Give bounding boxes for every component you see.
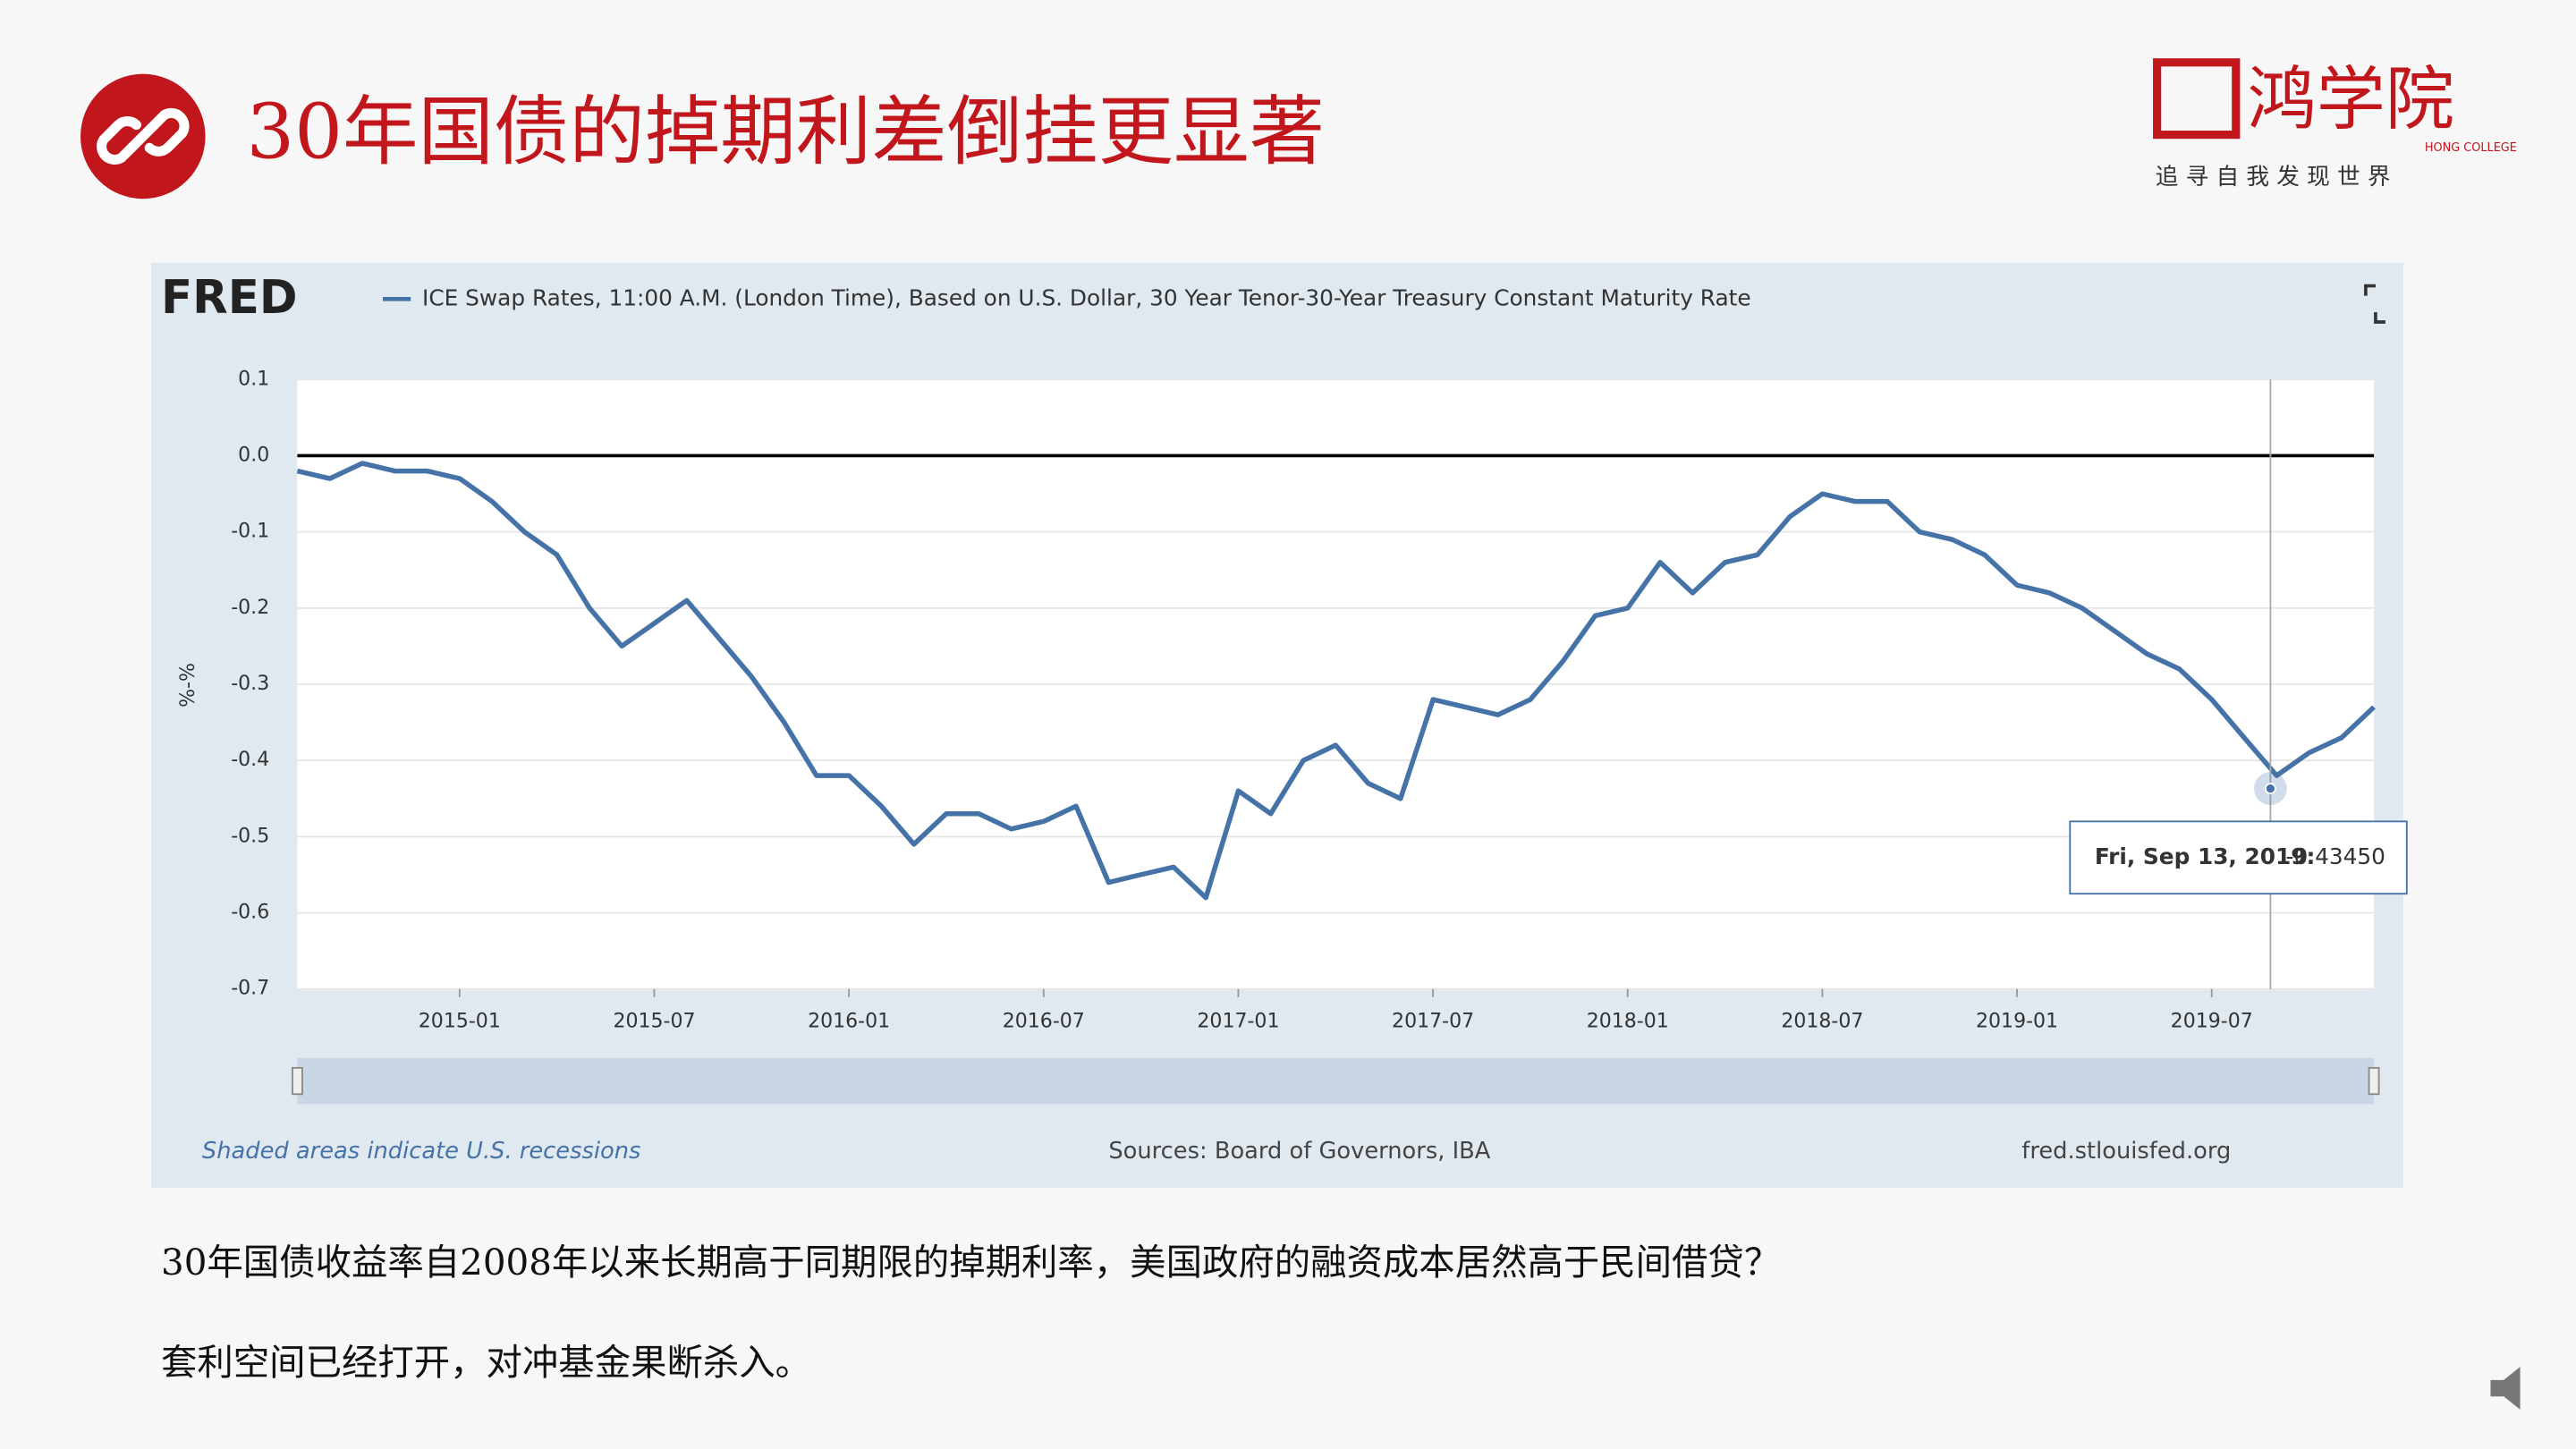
x-tick-label: 2018-07 — [1781, 1010, 1863, 1032]
x-tick-label: 2016-01 — [808, 1010, 890, 1032]
logo-sub: HONG COLLEGE — [2425, 141, 2517, 155]
plot: 0.1 0.0 -0.1 -0.2 -0.3 -0.4 -0.5 -0.6 -0.7 2015-0… — [231, 368, 2408, 1032]
x-tick-label: 2019-01 — [1976, 1010, 2058, 1032]
y-axis-label: %-% — [177, 663, 199, 708]
navigator-handle[interactable] — [292, 1066, 303, 1096]
motto: 追 寻 自 我 发 现 世 界 — [2156, 164, 2391, 191]
y-tick-label: 0.0 — [238, 444, 269, 466]
link-glyph — [97, 107, 190, 165]
logo-text: 鸿学院 — [2248, 60, 2454, 140]
tooltip — [2069, 820, 2408, 895]
legend-label: ICE Swap Rates, 11:00 A.M. (London Time)… — [422, 284, 1751, 310]
hover-point — [2264, 783, 2276, 795]
series-line — [296, 461, 2376, 901]
x-tick-label: 2016-07 — [1003, 1010, 1085, 1032]
footer-source: Sources: Board of Governors, IBA — [1108, 1138, 1490, 1165]
fred-brand: FRED — [161, 271, 298, 325]
slide-title: 30年国债的掉期利差倒挂更显著 — [247, 88, 1326, 175]
x-tick-label: 2015-07 — [613, 1010, 695, 1032]
tooltip-date: Fri, Sep 13, 2019: — [2095, 843, 2316, 869]
y-tick-label: -0.4 — [231, 749, 269, 771]
footer-url: fred.stlouisfed.org — [2021, 1138, 2231, 1165]
footer-note: Shaded areas indicate U.S. recessions — [202, 1138, 641, 1165]
x-tick-label: 2018-01 — [1587, 1010, 1669, 1032]
y-tick-label: -0.1 — [231, 521, 269, 543]
x-tick-label: 2017-07 — [1392, 1010, 1474, 1032]
navigator-handle[interactable] — [2368, 1066, 2380, 1096]
y-tick-label: -0.5 — [231, 825, 269, 847]
x-tick-label: 2015-01 — [419, 1010, 501, 1032]
x-tick-label: 2017-01 — [1197, 1010, 1279, 1032]
speaker-icon[interactable] — [2490, 1367, 2521, 1410]
navigator[interactable] — [297, 1057, 2375, 1105]
y-tick-label: 0.1 — [238, 368, 269, 390]
logo-mark — [2153, 58, 2241, 140]
paragraph: 30年国债收益率自2008年以来长期高于同期限的掉期利率，美国政府的融资成本居然… — [161, 1241, 1780, 1284]
y-tick-label: -0.7 — [231, 978, 269, 1000]
y-tick-label: -0.3 — [231, 673, 269, 695]
x-tick-label: 2019-07 — [2171, 1010, 2253, 1032]
paragraph: 套利空间已经打开，对冲基金果断杀入。 — [161, 1341, 811, 1384]
y-tick-label: -0.6 — [231, 902, 269, 924]
y-tick-label: -0.2 — [231, 597, 269, 619]
fullscreen-icon[interactable] — [2364, 284, 2387, 324]
tooltip-value: -0.43450 — [2286, 843, 2385, 869]
